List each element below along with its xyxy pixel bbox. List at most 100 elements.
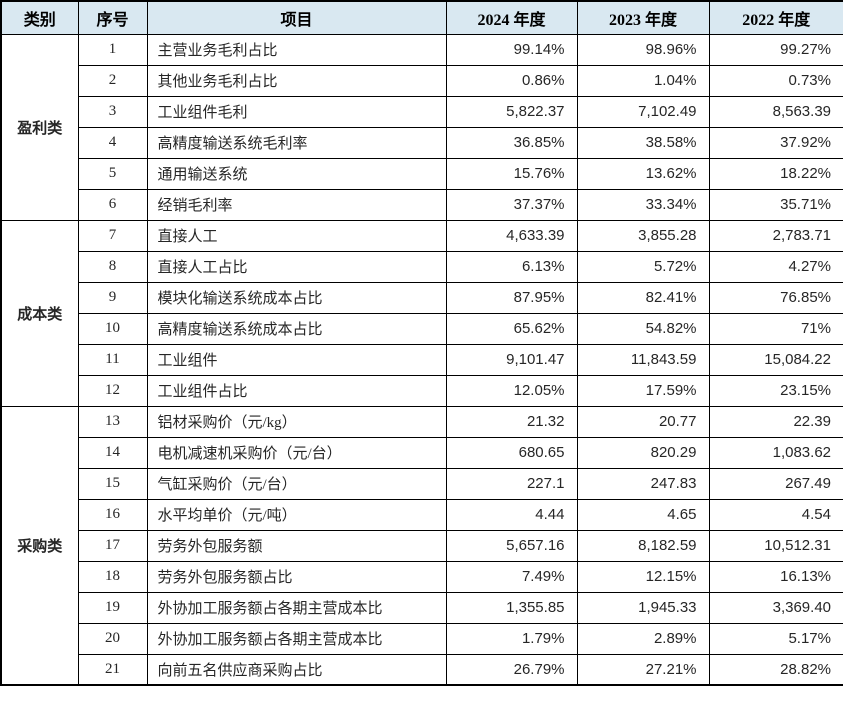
value-2022-cell: 28.82%: [708, 653, 843, 686]
value-2023-cell: 20.77: [576, 405, 710, 438]
table-row: 成本类 7 直接人工 4,633.39 3,855.28 2,783.71: [0, 219, 843, 407]
value-2024-cell: 5,822.37: [445, 95, 578, 128]
value-2022-cell: 4.54: [708, 498, 843, 531]
value-2022-cell: 267.49: [708, 467, 843, 500]
value-2024-cell: 9,101.47: [445, 343, 578, 376]
value-2023-cell: 5.72%: [576, 250, 710, 283]
item-name-cell: 劳务外包服务额: [146, 529, 447, 562]
table-row: 21 向前五名供应商采购占比 26.79% 27.21% 28.82%: [1, 653, 843, 686]
category-cell: 采购类: [0, 405, 79, 686]
value-2022-cell: 76.85%: [708, 281, 843, 314]
row-index-cell: 15: [77, 467, 148, 500]
value-2023-cell: 247.83: [576, 467, 710, 500]
item-name-cell: 水平均单价（元/吨）: [146, 498, 447, 531]
item-name-cell: 模块化输送系统成本占比: [146, 281, 447, 314]
table-row: 2 其他业务毛利占比 0.86% 1.04% 0.73%: [1, 64, 843, 97]
value-2023-cell: 27.21%: [576, 653, 710, 686]
value-2022-cell: 35.71%: [708, 188, 843, 221]
value-2024-cell: 99.14%: [445, 33, 578, 66]
item-name-cell: 工业组件毛利: [146, 95, 447, 128]
table-row: 9 模块化输送系统成本占比 87.95% 82.41% 76.85%: [1, 281, 843, 314]
category-cell: 成本类: [0, 219, 79, 407]
table-row: 4 高精度输送系统毛利率 36.85% 38.58% 37.92%: [1, 126, 843, 159]
row-index-cell: 8: [77, 250, 148, 283]
value-2022-cell: 71%: [708, 312, 843, 345]
value-2023-cell: 82.41%: [576, 281, 710, 314]
table-row: 20 外协加工服务额占各期主营成本比 1.79% 2.89% 5.17%: [1, 622, 843, 655]
value-2024-cell: 0.86%: [445, 64, 578, 97]
item-name-cell: 直接人工: [146, 219, 447, 252]
row-index-cell: 4: [77, 126, 148, 159]
value-2022-cell: 2,783.71: [708, 219, 843, 252]
value-2022-cell: 18.22%: [708, 157, 843, 190]
row-index-cell: 16: [77, 498, 148, 531]
row-index-cell: 21: [77, 653, 148, 686]
table-row: 5 通用输送系统 15.76% 13.62% 18.22%: [1, 157, 843, 190]
value-2023-cell: 2.89%: [576, 622, 710, 655]
header-row: 类别 序号 项目 2024 年度 2023 年度 2022 年度: [0, 0, 843, 35]
value-2023-cell: 4.65: [576, 498, 710, 531]
table-row: 19 外协加工服务额占各期主营成本比 1,355.85 1,945.33 3,369.4…: [1, 591, 843, 624]
table-row: 11 工业组件 9,101.47 11,843.59 15,084.22: [1, 343, 843, 376]
table-row: 16 水平均单价（元/吨） 4.44 4.65 4.54: [1, 498, 843, 531]
value-2024-cell: 26.79%: [445, 653, 578, 686]
col-header-category: 类别: [0, 0, 79, 35]
row-index-cell: 17: [77, 529, 148, 562]
row-index-cell: 11: [77, 343, 148, 376]
table-row: 6 经销毛利率 37.37% 33.34% 35.71%: [1, 188, 843, 221]
value-2022-cell: 3,369.40: [708, 591, 843, 624]
col-header-item: 项目: [146, 0, 447, 35]
item-name-cell: 通用输送系统: [146, 157, 447, 190]
value-2024-cell: 227.1: [445, 467, 578, 500]
table-row: 10 高精度输送系统成本占比 65.62% 54.82% 71%: [1, 312, 843, 345]
value-2024-cell: 4.44: [445, 498, 578, 531]
row-index-cell: 12: [77, 374, 148, 407]
table-row: 18 劳务外包服务额占比 7.49% 12.15% 16.13%: [1, 560, 843, 593]
item-name-cell: 直接人工占比: [146, 250, 447, 283]
col-header-index: 序号: [77, 0, 148, 35]
table-row: 3 工业组件毛利 5,822.37 7,102.49 8,563.39: [1, 95, 843, 128]
value-2022-cell: 37.92%: [708, 126, 843, 159]
value-2022-cell: 1,083.62: [708, 436, 843, 469]
value-2023-cell: 13.62%: [576, 157, 710, 190]
value-2023-cell: 98.96%: [576, 33, 710, 66]
value-2023-cell: 1,945.33: [576, 591, 710, 624]
financial-metrics-table: 类别 序号 项目 2024 年度 2023 年度 2022 年度 盈利类 1 主营业…: [0, 0, 843, 686]
row-index-cell: 2: [77, 64, 148, 97]
table-row: 15 气缸采购价（元/台） 227.1 247.83 267.49: [1, 467, 843, 500]
category-cell: 盈利类: [0, 33, 79, 221]
value-2024-cell: 36.85%: [445, 126, 578, 159]
value-2023-cell: 38.58%: [576, 126, 710, 159]
value-2022-cell: 10,512.31: [708, 529, 843, 562]
row-index-cell: 1: [77, 33, 148, 66]
row-index-cell: 14: [77, 436, 148, 469]
value-2023-cell: 11,843.59: [576, 343, 710, 376]
value-2024-cell: 15.76%: [445, 157, 578, 190]
item-name-cell: 劳务外包服务额占比: [146, 560, 447, 593]
item-name-cell: 气缸采购价（元/台）: [146, 467, 447, 500]
item-name-cell: 高精度输送系统毛利率: [146, 126, 447, 159]
value-2022-cell: 99.27%: [708, 33, 843, 66]
value-2022-cell: 4.27%: [708, 250, 843, 283]
value-2022-cell: 8,563.39: [708, 95, 843, 128]
value-2022-cell: 22.39: [708, 405, 843, 438]
row-index-cell: 19: [77, 591, 148, 624]
value-2024-cell: 680.65: [445, 436, 578, 469]
value-2023-cell: 8,182.59: [576, 529, 710, 562]
value-2024-cell: 65.62%: [445, 312, 578, 345]
item-name-cell: 高精度输送系统成本占比: [146, 312, 447, 345]
value-2024-cell: 5,657.16: [445, 529, 578, 562]
table-row: 17 劳务外包服务额 5,657.16 8,182.59 10,512.31: [1, 529, 843, 562]
value-2024-cell: 21.32: [445, 405, 578, 438]
row-index-cell: 3: [77, 95, 148, 128]
item-name-cell: 向前五名供应商采购占比: [146, 653, 447, 686]
value-2022-cell: 23.15%: [708, 374, 843, 407]
col-header-2024: 2024 年度: [445, 0, 578, 35]
value-2023-cell: 54.82%: [576, 312, 710, 345]
value-2023-cell: 7,102.49: [576, 95, 710, 128]
value-2024-cell: 6.13%: [445, 250, 578, 283]
table-row: 14 电机减速机采购价（元/台） 680.65 820.29 1,083.62: [1, 436, 843, 469]
row-index-cell: 5: [77, 157, 148, 190]
value-2024-cell: 1.79%: [445, 622, 578, 655]
